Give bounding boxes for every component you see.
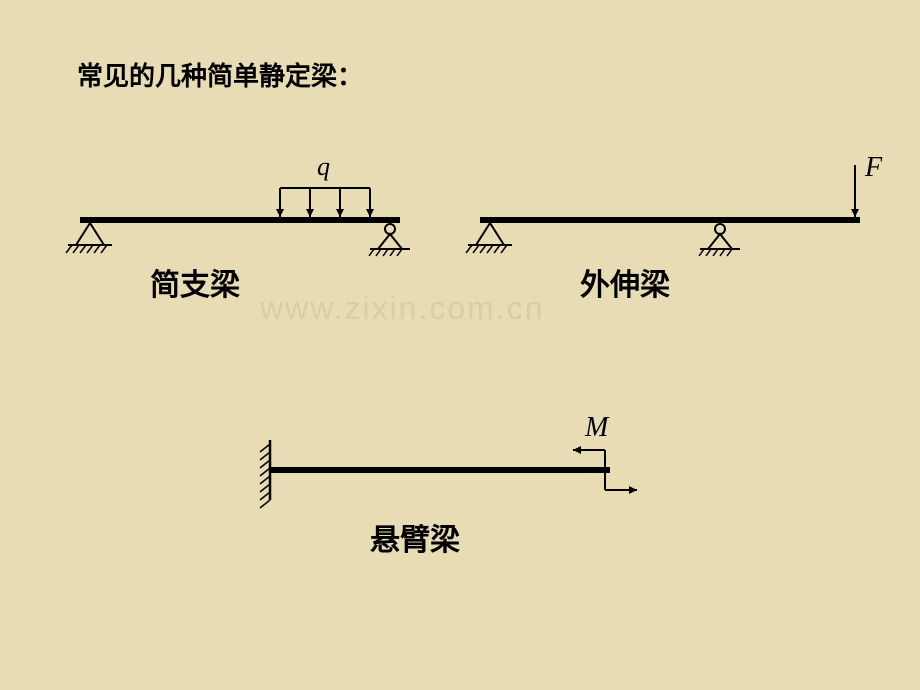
page-title: 常见的几种简单静定梁： — [77, 56, 363, 93]
overhanging-beam-label: 外伸梁 — [580, 260, 670, 304]
overhanging-beam-diagram — [460, 140, 880, 290]
load-symbol-q: q — [317, 152, 330, 182]
load-symbol-f: F — [865, 152, 882, 184]
watermark-text: www.zixin.com.cn — [260, 290, 545, 327]
load-symbol-m: M — [585, 412, 608, 444]
simply-supported-beam-label: 简支梁 — [150, 260, 240, 304]
simply-supported-beam-diagram — [60, 140, 430, 290]
cantilever-beam-label: 悬臂梁 — [370, 515, 460, 559]
